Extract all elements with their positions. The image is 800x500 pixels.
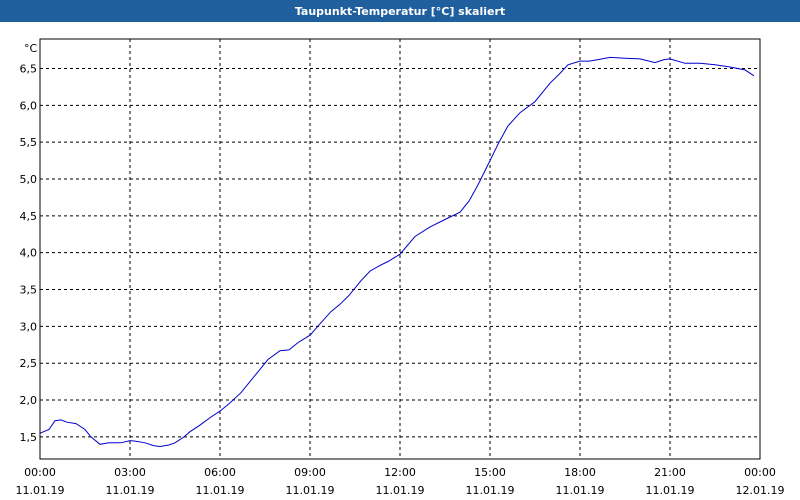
x-tick-time-label: 15:00	[474, 466, 506, 479]
x-tick-time-label: 09:00	[294, 466, 326, 479]
dew-point-line-chart: °C 1,5 2,0 2,5 3,0 3,5 4,0 4,5 5,0 5,5 6,0 6,5 00:0…	[16, 38, 785, 497]
x-tick-time-label: 03:00	[114, 466, 146, 479]
x-tick-time-label: 12:00	[384, 466, 416, 479]
y-tick-label: 5,5	[20, 136, 38, 149]
x-tick-date-label: 12.01.19	[736, 484, 785, 497]
x-tick-date-label: 11.01.19	[16, 484, 65, 497]
y-axis-unit-label: °C	[24, 42, 38, 55]
chart-title: Taupunkt-Temperatur [°C] skaliert	[294, 4, 506, 18]
x-tick-time-label: 21:00	[654, 466, 686, 479]
y-tick-label: 2,0	[20, 394, 38, 407]
y-tick-label: 3,0	[20, 320, 38, 333]
x-tick-date-label: 11.01.19	[556, 484, 605, 497]
y-tick-label: 1,5	[20, 431, 38, 444]
x-tick-date-label: 11.01.19	[106, 484, 155, 497]
y-tick-label: 2,5	[20, 357, 38, 370]
plot-frame	[39, 38, 761, 460]
dew-point-series-line	[39, 56, 755, 448]
window-titlebar: Taupunkt-Temperatur [°C] skaliert	[0, 0, 800, 22]
x-tick-date-label: 11.01.19	[196, 484, 245, 497]
x-tick-time-label: 06:00	[204, 466, 236, 479]
x-tick-date-label: 11.01.19	[646, 484, 695, 497]
y-tick-label: 6,5	[20, 62, 38, 75]
x-tick-time-label: 18:00	[564, 466, 596, 479]
y-tick-label: 6,0	[20, 99, 38, 112]
x-tick-time-label: 00:00	[24, 466, 56, 479]
x-tick-date-label: 11.01.19	[376, 484, 425, 497]
y-tick-label: 4,5	[20, 210, 38, 223]
x-tick-date-label: 11.01.19	[286, 484, 335, 497]
x-tick-time-label: 00:00	[744, 466, 776, 479]
y-tick-label: 5,0	[20, 173, 38, 186]
y-tick-label: 4,0	[20, 247, 38, 260]
y-tick-label: 3,5	[20, 284, 38, 297]
x-tick-date-label: 11.01.19	[466, 484, 515, 497]
